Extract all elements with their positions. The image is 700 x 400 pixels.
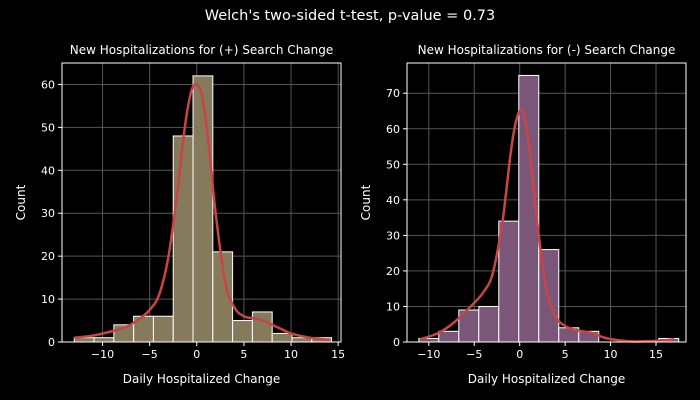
- left-kde-curve: [74, 82, 329, 342]
- right-ytick-label: 60: [386, 123, 400, 136]
- right-xtick-label: −10: [417, 348, 440, 361]
- right-xtick-label: 5: [562, 348, 569, 361]
- left-panel-title: New Hospitalizations for (+) Search Chan…: [70, 43, 334, 57]
- left-ytick-label: 60: [41, 78, 55, 91]
- right-histogram-panel: −10 −5 0 5 10 15 0 10 20 30 40 50 60 70 New Hospitaliz…: [359, 43, 687, 386]
- left-hist-bar: [251, 311, 273, 343]
- right-ytick-label: 30: [386, 229, 400, 242]
- right-xtick-label: 10: [604, 348, 618, 361]
- left-ytick-label: 0: [48, 336, 55, 349]
- left-yaxis-label: Count: [14, 184, 28, 220]
- right-xtick-label: 0: [516, 348, 523, 361]
- left-hist-bar: [271, 332, 293, 343]
- right-xtick-label: 15: [649, 348, 663, 361]
- right-hist-bar: [438, 330, 460, 343]
- left-ytick-label: 40: [41, 164, 55, 177]
- left-hist-bar: [152, 315, 174, 343]
- left-histogram-panel: −10 −5 0 5 10 15 0 10 20 30 40 50 60 New Hospitalizat…: [14, 43, 345, 386]
- right-ytick-label: 10: [386, 300, 400, 313]
- right-ytick-label: 20: [386, 265, 400, 278]
- left-xtick-label: 10: [284, 348, 298, 361]
- right-ytick-label: 40: [386, 194, 400, 207]
- left-xaxis-label: Daily Hospitalized Change: [123, 372, 281, 386]
- left-hist-bar: [93, 337, 115, 343]
- right-yaxis-label: Count: [359, 184, 373, 220]
- left-ytick-label: 20: [41, 250, 55, 263]
- right-panel-title: New Hospitalizations for (-) Search Chan…: [418, 43, 676, 57]
- left-ytick-label: 30: [41, 207, 55, 220]
- left-ytick-label: 50: [41, 121, 55, 134]
- left-hist-bar: [172, 135, 194, 343]
- right-ytick-label: 0: [393, 336, 400, 349]
- right-hist-bar: [498, 220, 520, 343]
- right-ytick-label: 70: [386, 87, 400, 100]
- left-xtick-label: 15: [331, 348, 345, 361]
- right-axes-frame: [406, 62, 687, 343]
- right-kde-curve: [419, 108, 675, 343]
- right-xaxis-label: Daily Hospitalized Change: [468, 372, 626, 386]
- left-axes-frame: [61, 62, 342, 343]
- right-hist-bar: [478, 305, 500, 343]
- left-hist-bar: [192, 75, 214, 343]
- left-xtick-label: 0: [193, 348, 200, 361]
- left-ytick-label: 10: [41, 293, 55, 306]
- figure-suptitle: Welch's two-sided t-test, p-value = 0.73: [205, 8, 495, 24]
- left-hist-bar: [232, 320, 253, 343]
- left-xtick-label: −5: [142, 348, 158, 361]
- right-xtick-label: −5: [466, 348, 482, 361]
- left-xtick-label: 5: [240, 348, 247, 361]
- left-xtick-label: −10: [91, 348, 114, 361]
- right-ytick-label: 50: [386, 158, 400, 171]
